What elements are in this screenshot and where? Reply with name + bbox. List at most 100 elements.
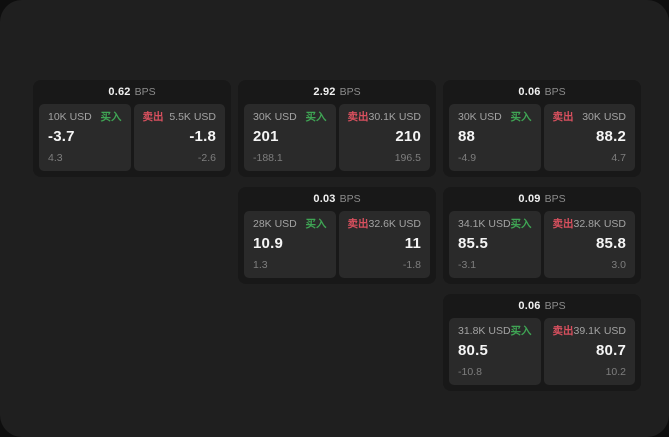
buy-label: 买入 bbox=[510, 111, 532, 123]
sell-price: 88.2 bbox=[596, 128, 626, 145]
sell-panel[interactable]: 卖出 30K USD 88.2 4.7 bbox=[543, 104, 635, 171]
sell-panel-top: 卖出 32.8K USD bbox=[553, 218, 627, 231]
buy-panel[interactable]: 10K USD 买入 -3.7 4.3 bbox=[39, 104, 131, 171]
buy-size: 34.1K USD bbox=[458, 218, 511, 230]
sell-label: 卖出 bbox=[347, 111, 369, 123]
quote-body: 31.8K USD 买入 80.5 -10.8 卖出 39.1K USD 80.… bbox=[443, 318, 641, 391]
buy-price: 88 bbox=[458, 128, 476, 145]
spread-value: 2.92 bbox=[313, 86, 336, 98]
buy-sub-value: 4.3 bbox=[48, 152, 63, 164]
sell-size: 30K USD bbox=[582, 111, 626, 123]
sell-panel[interactable]: 卖出 32.8K USD 85.8 3.0 bbox=[543, 211, 635, 278]
spread-value: 0.06 bbox=[518, 86, 541, 98]
buy-sub-value: -3.1 bbox=[458, 259, 477, 271]
buy-price: -3.7 bbox=[48, 128, 75, 145]
spread-value: 0.09 bbox=[518, 193, 541, 205]
sell-size: 32.8K USD bbox=[573, 218, 627, 230]
buy-size: 28K USD bbox=[253, 218, 297, 230]
spread-header: 2.92 BPS bbox=[238, 80, 436, 104]
quote-body: 10K USD 买入 -3.7 4.3 卖出 5.5K USD -1.8 -2.… bbox=[33, 104, 231, 177]
buy-sub-value: 1.3 bbox=[253, 259, 268, 271]
spread-unit: BPS bbox=[134, 86, 156, 98]
sell-sub-value: 196.5 bbox=[394, 152, 421, 164]
sell-panel-top: 卖出 32.6K USD bbox=[348, 218, 422, 231]
buy-label: 买入 bbox=[510, 218, 532, 230]
sell-panel-top: 卖出 30.1K USD bbox=[348, 111, 422, 124]
sell-price: -1.8 bbox=[189, 128, 216, 145]
quote-card[interactable]: 0.06 BPS 30K USD 买入 88 -4.9 卖出 30K USD bbox=[443, 80, 641, 177]
spread-value: 0.03 bbox=[313, 193, 336, 205]
buy-size: 30K USD bbox=[253, 111, 297, 123]
sell-panel-top: 卖出 5.5K USD bbox=[143, 111, 217, 124]
quote-card[interactable]: 0.06 BPS 31.8K USD 买入 80.5 -10.8 卖出 39.1… bbox=[443, 294, 641, 391]
quote-body: 34.1K USD 买入 85.5 -3.1 卖出 32.8K USD 85.8… bbox=[443, 211, 641, 284]
sell-label: 卖出 bbox=[552, 111, 574, 123]
sell-price: 210 bbox=[395, 128, 421, 145]
sell-size: 32.6K USD bbox=[368, 218, 422, 230]
buy-panel[interactable]: 28K USD 买入 10.9 1.3 bbox=[244, 211, 336, 278]
sell-label: 卖出 bbox=[552, 325, 574, 337]
spread-value: 0.06 bbox=[518, 300, 541, 312]
sell-panel[interactable]: 卖出 39.1K USD 80.7 10.2 bbox=[543, 318, 635, 385]
quote-card[interactable]: 0.62 BPS 10K USD 买入 -3.7 4.3 卖出 5.5K USD bbox=[33, 80, 231, 177]
quote-body: 28K USD 买入 10.9 1.3 卖出 32.6K USD 11 -1.8 bbox=[238, 211, 436, 284]
sell-price: 11 bbox=[404, 235, 421, 252]
buy-panel-top: 30K USD 买入 bbox=[253, 111, 327, 124]
buy-price: 10.9 bbox=[253, 235, 283, 252]
sell-panel-top: 卖出 30K USD bbox=[553, 111, 627, 124]
spread-unit: BPS bbox=[544, 300, 566, 312]
quote-grid: 0.62 BPS 10K USD 买入 -3.7 4.3 卖出 5.5K USD bbox=[33, 80, 641, 391]
quote-card[interactable]: 0.03 BPS 28K USD 买入 10.9 1.3 卖出 32.6K US… bbox=[238, 187, 436, 284]
spread-header: 0.03 BPS bbox=[238, 187, 436, 211]
buy-panel-top: 34.1K USD 买入 bbox=[458, 218, 532, 231]
sell-price: 80.7 bbox=[596, 342, 626, 359]
buy-size: 30K USD bbox=[458, 111, 502, 123]
buy-panel[interactable]: 30K USD 买入 201 -188.1 bbox=[244, 104, 336, 171]
buy-panel-top: 10K USD 买入 bbox=[48, 111, 122, 124]
buy-price: 80.5 bbox=[458, 342, 488, 359]
spread-unit: BPS bbox=[544, 86, 566, 98]
sell-price: 85.8 bbox=[596, 235, 626, 252]
buy-panel-top: 28K USD 买入 bbox=[253, 218, 327, 231]
quote-body: 30K USD 买入 88 -4.9 卖出 30K USD 88.2 4.7 bbox=[443, 104, 641, 177]
sell-panel[interactable]: 卖出 30.1K USD 210 196.5 bbox=[338, 104, 430, 171]
buy-sub-value: -188.1 bbox=[253, 152, 283, 164]
sell-size: 5.5K USD bbox=[169, 111, 216, 123]
quote-card[interactable]: 0.09 BPS 34.1K USD 买入 85.5 -3.1 卖出 32.8K… bbox=[443, 187, 641, 284]
sell-label: 卖出 bbox=[347, 218, 369, 230]
quote-card[interactable]: 2.92 BPS 30K USD 买入 201 -188.1 卖出 30.1K … bbox=[238, 80, 436, 177]
buy-label: 买入 bbox=[305, 111, 327, 123]
spread-header: 0.06 BPS bbox=[443, 80, 641, 104]
buy-sub-value: -10.8 bbox=[458, 366, 482, 378]
buy-size: 31.8K USD bbox=[458, 325, 511, 337]
sell-sub-value: -2.6 bbox=[197, 152, 216, 164]
sell-sub-value: 4.7 bbox=[611, 152, 626, 164]
spread-unit: BPS bbox=[339, 86, 361, 98]
sell-sub-value: 10.2 bbox=[605, 366, 626, 378]
buy-sub-value: -4.9 bbox=[458, 152, 477, 164]
sell-label: 卖出 bbox=[552, 218, 574, 230]
buy-label: 买入 bbox=[100, 111, 122, 123]
buy-price: 85.5 bbox=[458, 235, 488, 252]
buy-panel[interactable]: 30K USD 买入 88 -4.9 bbox=[449, 104, 541, 171]
spread-header: 0.09 BPS bbox=[443, 187, 641, 211]
sell-panel-top: 卖出 39.1K USD bbox=[553, 325, 627, 338]
sell-sub-value: -1.8 bbox=[402, 259, 421, 271]
buy-price: 201 bbox=[253, 128, 279, 145]
sell-size: 39.1K USD bbox=[573, 325, 627, 337]
buy-panel[interactable]: 31.8K USD 买入 80.5 -10.8 bbox=[449, 318, 541, 385]
quote-body: 30K USD 买入 201 -188.1 卖出 30.1K USD 210 1… bbox=[238, 104, 436, 177]
buy-label: 买入 bbox=[305, 218, 327, 230]
buy-panel[interactable]: 34.1K USD 买入 85.5 -3.1 bbox=[449, 211, 541, 278]
sell-panel[interactable]: 卖出 32.6K USD 11 -1.8 bbox=[338, 211, 430, 278]
sell-label: 卖出 bbox=[142, 111, 164, 123]
buy-panel-top: 31.8K USD 买入 bbox=[458, 325, 532, 338]
sell-panel[interactable]: 卖出 5.5K USD -1.8 -2.6 bbox=[133, 104, 225, 171]
buy-label: 买入 bbox=[510, 325, 532, 337]
spread-unit: BPS bbox=[339, 193, 361, 205]
spread-header: 0.62 BPS bbox=[33, 80, 231, 104]
buy-panel-top: 30K USD 买入 bbox=[458, 111, 532, 124]
spread-unit: BPS bbox=[544, 193, 566, 205]
spread-header: 0.06 BPS bbox=[443, 294, 641, 318]
